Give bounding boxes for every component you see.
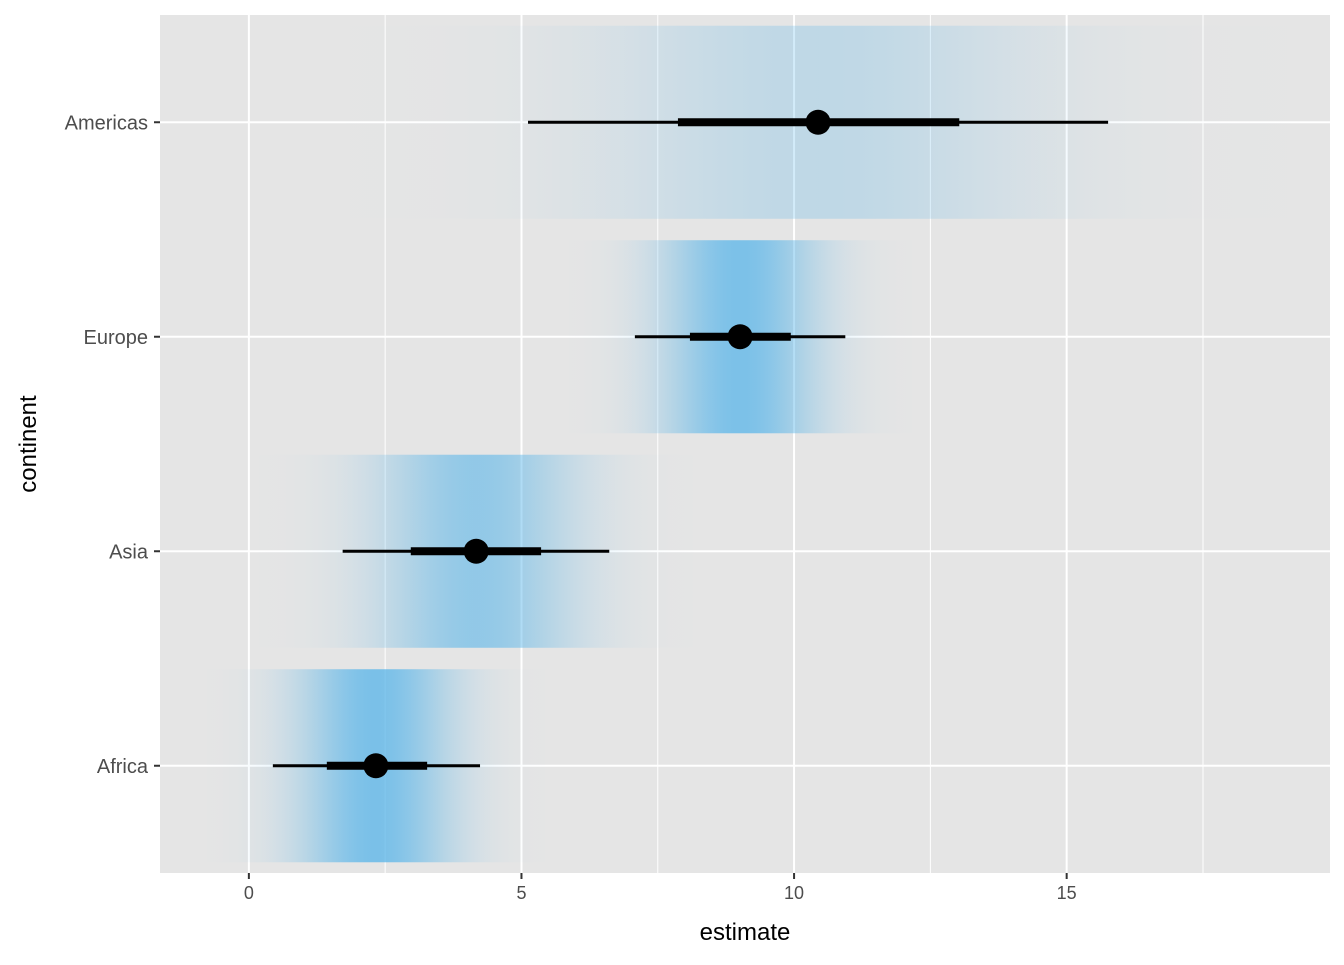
y-tick-label: Europe (84, 327, 149, 349)
x-tick-label: 15 (1057, 883, 1077, 903)
intervals (272, 109, 1109, 779)
y-axis-title: continent (15, 395, 42, 493)
point-estimate-africa (363, 753, 389, 779)
point-estimate-americas (805, 109, 831, 135)
x-tick-label: 0 (244, 883, 254, 903)
x-tick-label: 10 (784, 883, 804, 903)
x-tick-label: 5 (516, 883, 526, 903)
x-axis-title: estimate (700, 919, 791, 946)
point-estimate-europe (727, 324, 753, 350)
y-tick-label: Asia (109, 541, 149, 563)
y-tick-label: Americas (65, 112, 148, 134)
y-tick-label: Africa (97, 756, 149, 778)
point-estimate-asia (463, 538, 489, 564)
axes: 0 5 10 15 Africa Asia Europe Americas (65, 112, 1077, 903)
